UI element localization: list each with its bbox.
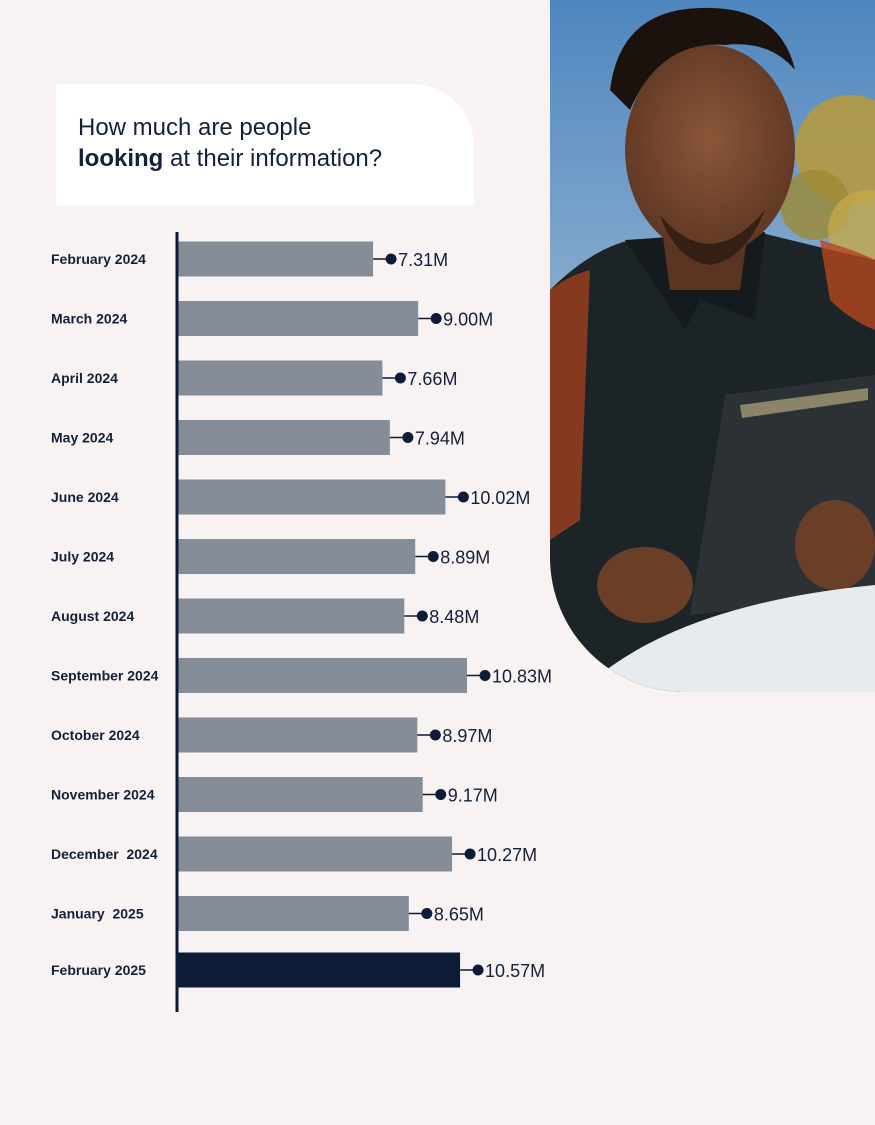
value-dot — [429, 729, 441, 741]
value-label: 9.00M — [443, 310, 493, 330]
category-label: November 2024 — [51, 787, 155, 803]
bar — [178, 479, 446, 515]
category-label: February 2025 — [51, 962, 146, 978]
value-label: 8.65M — [434, 905, 484, 925]
category-label: October 2024 — [51, 727, 140, 743]
category-label: September 2024 — [51, 668, 159, 684]
category-label: May 2024 — [51, 430, 113, 446]
title-bold-word: looking — [78, 145, 164, 172]
bar — [178, 896, 409, 931]
value-dot — [457, 491, 469, 503]
value-label: 10.57M — [485, 961, 545, 981]
value-label: 10.02M — [470, 488, 530, 508]
value-label: 8.48M — [429, 607, 479, 627]
bar — [178, 836, 453, 872]
value-dot — [427, 551, 439, 562]
value-dot — [430, 313, 442, 324]
value-label: 10.27M — [477, 845, 537, 865]
value-label: 9.17M — [448, 786, 498, 806]
bar — [178, 420, 390, 455]
value-label: 7.94M — [415, 429, 465, 449]
chart-title: How much are people looking at their inf… — [78, 112, 382, 174]
bar — [178, 539, 416, 574]
value-label: 7.66M — [407, 369, 457, 389]
category-label: April 2024 — [51, 370, 118, 386]
title-line-1: How much are people — [78, 114, 312, 141]
bar — [178, 598, 405, 634]
title-card: How much are people looking at their inf… — [56, 84, 474, 206]
value-dot — [435, 789, 447, 800]
category-label: December 2024 — [51, 846, 158, 862]
person-with-tablet-photo — [550, 0, 875, 692]
value-dot — [479, 670, 491, 681]
value-dot — [421, 908, 433, 919]
value-dot — [385, 253, 397, 265]
category-label: February 2024 — [51, 251, 146, 267]
title-line-2: at their information? — [163, 145, 383, 172]
chart-bars: February 2024 7.31M March 2024 9.00M April 2… — [51, 241, 552, 988]
bar — [178, 777, 423, 812]
value-dot — [472, 964, 484, 976]
value-dot — [464, 848, 476, 860]
bar — [178, 717, 418, 753]
category-label: January 2025 — [51, 906, 144, 922]
bar — [178, 952, 461, 988]
category-label: August 2024 — [51, 608, 134, 624]
value-dot — [416, 610, 428, 622]
value-dot — [402, 432, 414, 443]
value-label: 8.97M — [442, 726, 492, 746]
value-label: 8.89M — [440, 548, 490, 568]
bar — [178, 301, 419, 336]
value-label: 10.83M — [492, 667, 552, 687]
value-label: 7.31M — [398, 250, 448, 270]
category-label: March 2024 — [51, 311, 127, 327]
category-label: July 2024 — [51, 549, 114, 565]
bar — [178, 658, 467, 693]
value-dot — [394, 372, 406, 384]
category-label: June 2024 — [51, 489, 119, 505]
bar — [178, 241, 374, 277]
bar — [178, 360, 383, 396]
